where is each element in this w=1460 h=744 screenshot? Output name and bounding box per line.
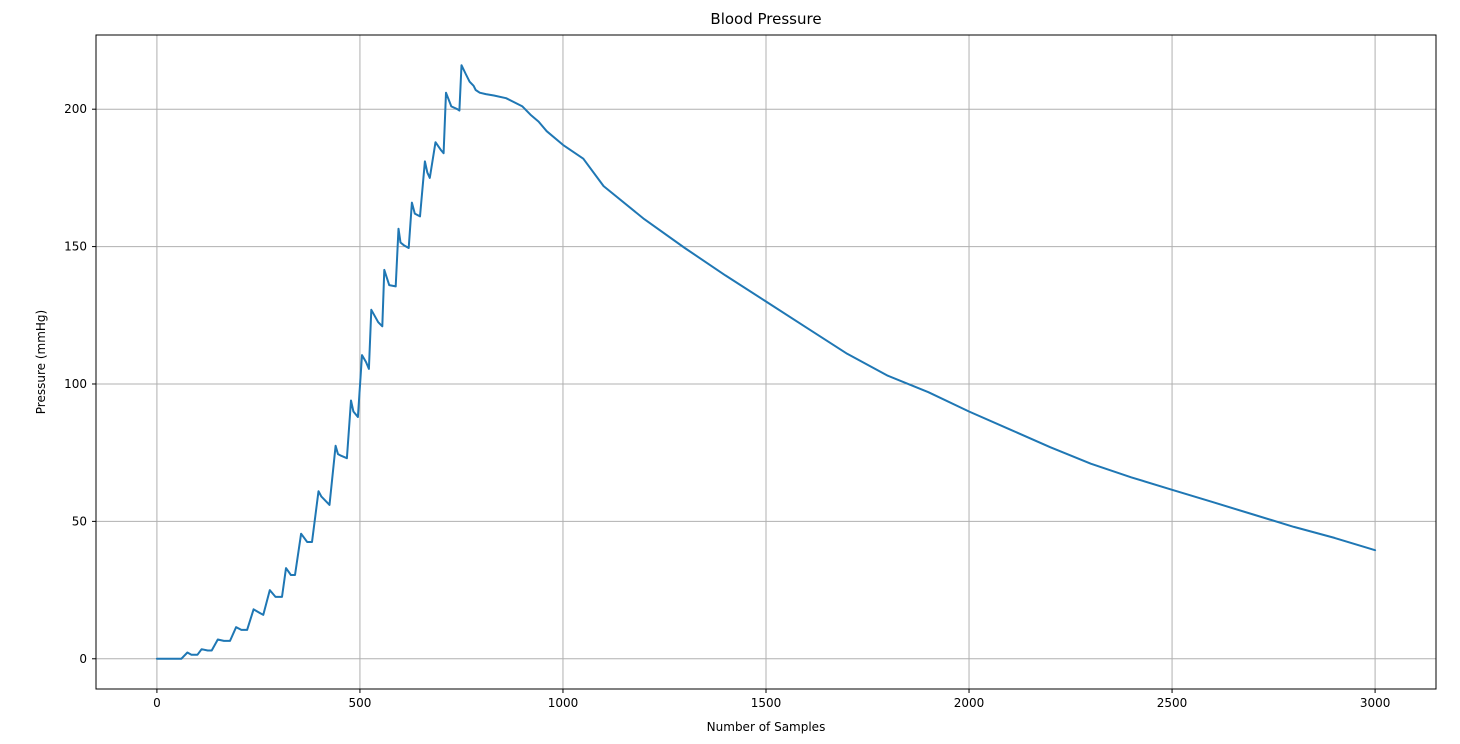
chart-title: Blood Pressure bbox=[710, 10, 821, 28]
x-tick-label: 3000 bbox=[1360, 696, 1391, 710]
y-tick-label: 100 bbox=[64, 377, 87, 391]
x-axis: 0 500 1000 1500 2000 2500 3000 bbox=[153, 689, 1390, 710]
y-tick-label: 0 bbox=[79, 652, 87, 666]
y-axis-title: Pressure (mmHg) bbox=[34, 310, 48, 414]
x-tick-label: 2000 bbox=[954, 696, 985, 710]
x-tick-label: 1500 bbox=[751, 696, 782, 710]
series-line bbox=[155, 64, 1377, 660]
y-tick-label: 150 bbox=[64, 240, 87, 254]
x-tick-label: 500 bbox=[348, 696, 371, 710]
grid bbox=[96, 35, 1436, 689]
x-tick-label: 2500 bbox=[1157, 696, 1188, 710]
x-axis-title: Number of Samples bbox=[707, 720, 826, 734]
y-axis: 0 50 100 150 200 bbox=[64, 102, 96, 666]
x-tick-label: 1000 bbox=[548, 696, 579, 710]
series-group bbox=[155, 64, 1377, 660]
y-tick-label: 50 bbox=[72, 514, 87, 528]
y-tick-label: 200 bbox=[64, 102, 87, 116]
x-tick-label: 0 bbox=[153, 696, 161, 710]
